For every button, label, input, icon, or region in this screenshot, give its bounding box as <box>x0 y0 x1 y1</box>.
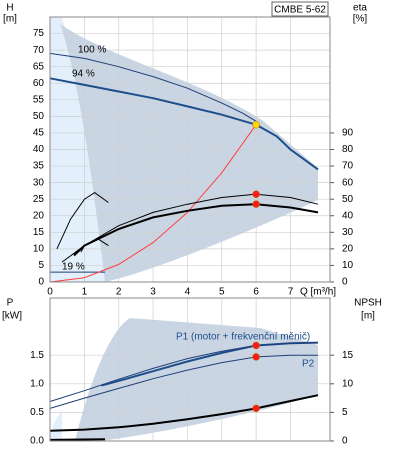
range-area <box>60 24 318 282</box>
curve <box>80 193 319 253</box>
curve <box>49 77 319 171</box>
y-tick-label: 35 <box>33 161 45 172</box>
y-tick-label: 5 <box>38 260 44 271</box>
y-tick-label: 30 <box>33 177 45 188</box>
operating-point <box>252 404 260 413</box>
y2-tick-label: 30 <box>342 227 354 238</box>
curve <box>56 191 109 250</box>
range-area <box>50 410 62 441</box>
y-tick-label: 15 <box>33 227 45 238</box>
bottom-frame <box>49 297 331 442</box>
operating-point <box>252 190 260 198</box>
y-tick-label: 20 <box>33 210 45 221</box>
curve <box>49 354 318 409</box>
x-tick-label: 3 <box>150 287 156 298</box>
y2-unit: [m] <box>361 311 375 322</box>
model-box <box>271 1 329 17</box>
y2-tick-label: 40 <box>342 210 354 221</box>
operating-point <box>252 353 260 361</box>
y-tick-label: 45 <box>33 128 45 139</box>
y-tick-label: 75 <box>33 28 45 39</box>
series-label: 94 % <box>72 69 95 80</box>
y-tick-label: 25 <box>33 194 45 205</box>
y-tick-label: 40 <box>33 144 45 155</box>
series-label: 100 % <box>78 45 106 56</box>
series-label: 19 % <box>62 262 85 273</box>
y-tick-label: 60 <box>33 78 45 89</box>
curve <box>49 394 319 432</box>
y-tick-label: 0.5 <box>30 407 44 418</box>
x-label: Q [m³/h] <box>300 287 336 298</box>
operating-point <box>252 200 260 208</box>
y-label: H <box>6 3 13 14</box>
y2-tick-label: 70 <box>342 161 354 172</box>
y2-tick-label: 0 <box>342 436 348 447</box>
x-tick-label: 7 <box>288 287 294 298</box>
curve <box>49 52 257 122</box>
x-tick-label: 6 <box>253 287 259 298</box>
y2-tick-label: 90 <box>342 128 354 139</box>
x-tick-label: 1 <box>82 287 88 298</box>
y2-tick-label: 0 <box>342 277 348 288</box>
series-label: P1 (motor + frekvenční měnič) <box>176 332 310 343</box>
y2-tick-label: 20 <box>342 244 354 255</box>
series-label: P2 <box>302 359 315 370</box>
model: CMBE 5-62 <box>274 5 326 16</box>
x-tick-label: 5 <box>219 287 225 298</box>
curve <box>49 342 319 402</box>
y-tick-label: 0.0 <box>30 436 44 447</box>
y2-unit: [%] <box>353 14 368 25</box>
y2-tick-label: 5 <box>342 407 348 418</box>
y-tick-label: 1.0 <box>30 378 44 389</box>
top-frame <box>49 16 331 283</box>
y2-tick-label: 60 <box>342 177 354 188</box>
curve <box>61 238 109 263</box>
x-tick-label: 4 <box>185 287 191 298</box>
y-tick-label: 55 <box>33 94 45 105</box>
operating-point <box>252 341 260 350</box>
x-tick-label: 0 <box>47 287 53 298</box>
y-label: P <box>7 298 14 309</box>
y2-label: eta <box>353 3 367 14</box>
y-tick-label: 65 <box>33 61 45 72</box>
y-tick-label: 70 <box>33 45 45 56</box>
y-tick-label: 50 <box>33 111 45 122</box>
y-unit: [kW] <box>2 311 22 322</box>
y2-label: NPSH <box>354 298 382 309</box>
curve <box>49 438 106 441</box>
y-unit: [m] <box>3 14 17 25</box>
y-tick-label: 0 <box>38 277 44 288</box>
y2-tick-label: 10 <box>342 260 354 271</box>
x-tick-label: 2 <box>116 287 122 298</box>
y2-tick-label: 80 <box>342 144 354 155</box>
y2-tick-label: 15 <box>342 350 354 361</box>
y2-tick-label: 10 <box>342 378 354 389</box>
operating-point <box>252 120 260 129</box>
y-tick-label: 10 <box>33 244 45 255</box>
y-tick-label: 1.5 <box>30 350 44 361</box>
y2-tick-label: 50 <box>342 194 354 205</box>
curve <box>49 124 257 283</box>
